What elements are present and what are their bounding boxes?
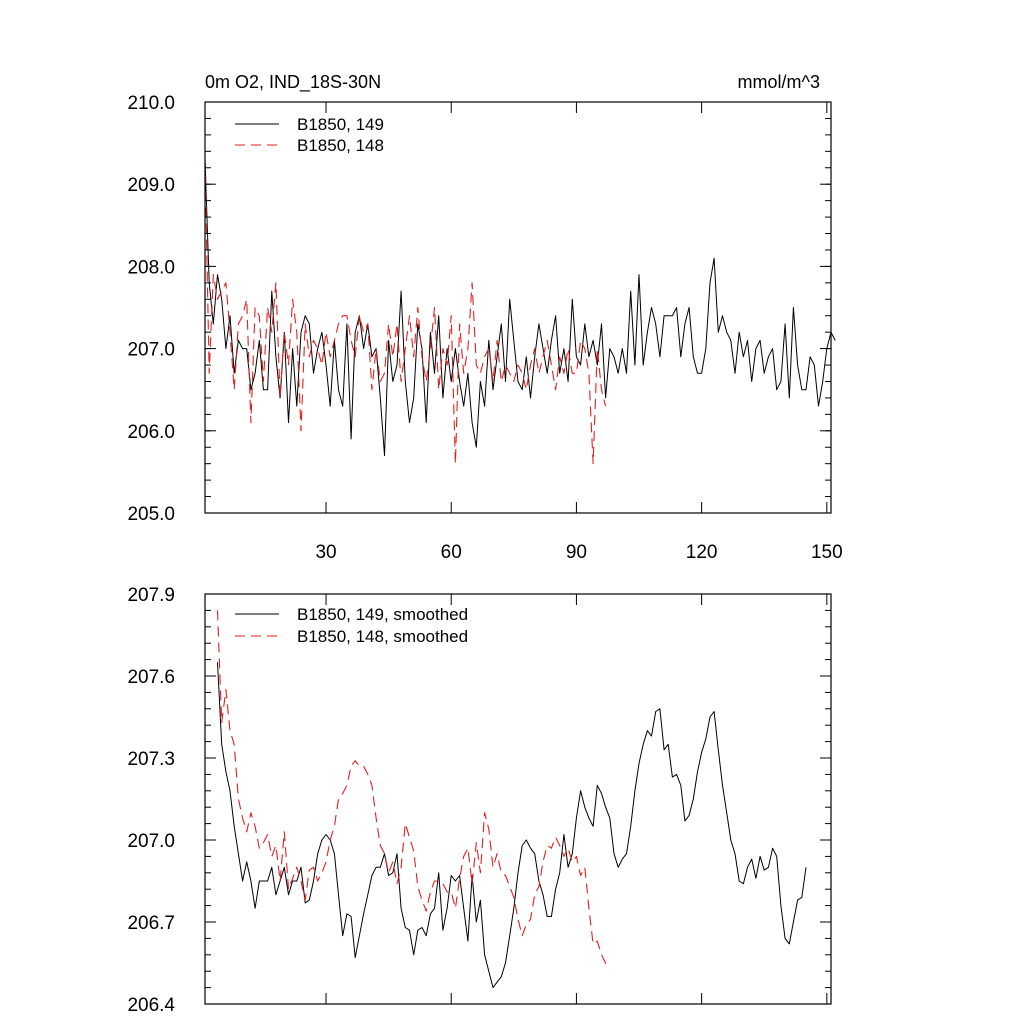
y-tick-label: 208.0	[127, 257, 175, 278]
y-tick-label: 207.6	[127, 667, 175, 688]
series-line-b1850-149	[204, 159, 836, 456]
y-tick-label: 210.0	[127, 93, 175, 114]
top-panel-units: mmol/m^3	[738, 72, 820, 92]
bottom-panel-frame	[204, 593, 832, 1005]
top-panel-title: 0m O2, IND_18S-30N	[205, 72, 381, 93]
y-tick-label: 209.0	[127, 175, 175, 196]
y-tick-label: 207.9	[127, 585, 175, 606]
x-tick-label: 120	[686, 542, 718, 563]
top-panel-series	[204, 159, 836, 465]
x-tick-label: 90	[566, 542, 587, 563]
top-panel: 205.0 206.0 207.0 208.0 209.0 210.0 30 60 90 120 1…	[127, 72, 842, 563]
bottom-panel: 206.4 206.7 207.0 207.3 207.6 207.9 B1850, 14…	[127, 585, 832, 1016]
y-tick-label: 206.4	[127, 995, 175, 1016]
bottom-panel-series	[216, 610, 807, 989]
series-line-b1850-149-smoothed	[217, 662, 807, 989]
legend-label-148: B1850, 148	[297, 136, 384, 155]
legend-label-148-smoothed: B1850, 148, smoothed	[297, 627, 468, 646]
legend-label-149-smoothed: B1850, 149, smoothed	[297, 605, 468, 624]
x-tick-label: 30	[315, 542, 336, 563]
series-line-b1850-148	[204, 159, 607, 465]
top-panel-ticks: 205.0 206.0 207.0 208.0 209.0 210.0 30 60 90 120 1…	[127, 93, 842, 563]
x-tick-label: 60	[441, 542, 462, 563]
top-panel-legend: B1850, 149 B1850, 148	[235, 115, 384, 155]
bottom-panel-ticks: 206.4 206.7 207.0 207.3 207.6 207.9	[127, 585, 831, 1016]
bottom-panel-legend: B1850, 149, smoothed B1850, 148, smoothe…	[235, 605, 468, 646]
y-tick-label: 206.0	[127, 422, 175, 443]
y-tick-label: 207.0	[127, 831, 175, 852]
y-tick-label: 207.3	[127, 749, 175, 770]
top-panel-frame	[204, 101, 832, 514]
y-tick-label: 207.0	[127, 340, 175, 361]
y-tick-label: 205.0	[127, 504, 175, 525]
legend-label-149: B1850, 149	[297, 115, 384, 134]
x-tick-label: 150	[811, 542, 843, 563]
y-tick-label: 206.7	[127, 913, 175, 934]
series-line-b1850-148-smoothed	[216, 610, 611, 969]
